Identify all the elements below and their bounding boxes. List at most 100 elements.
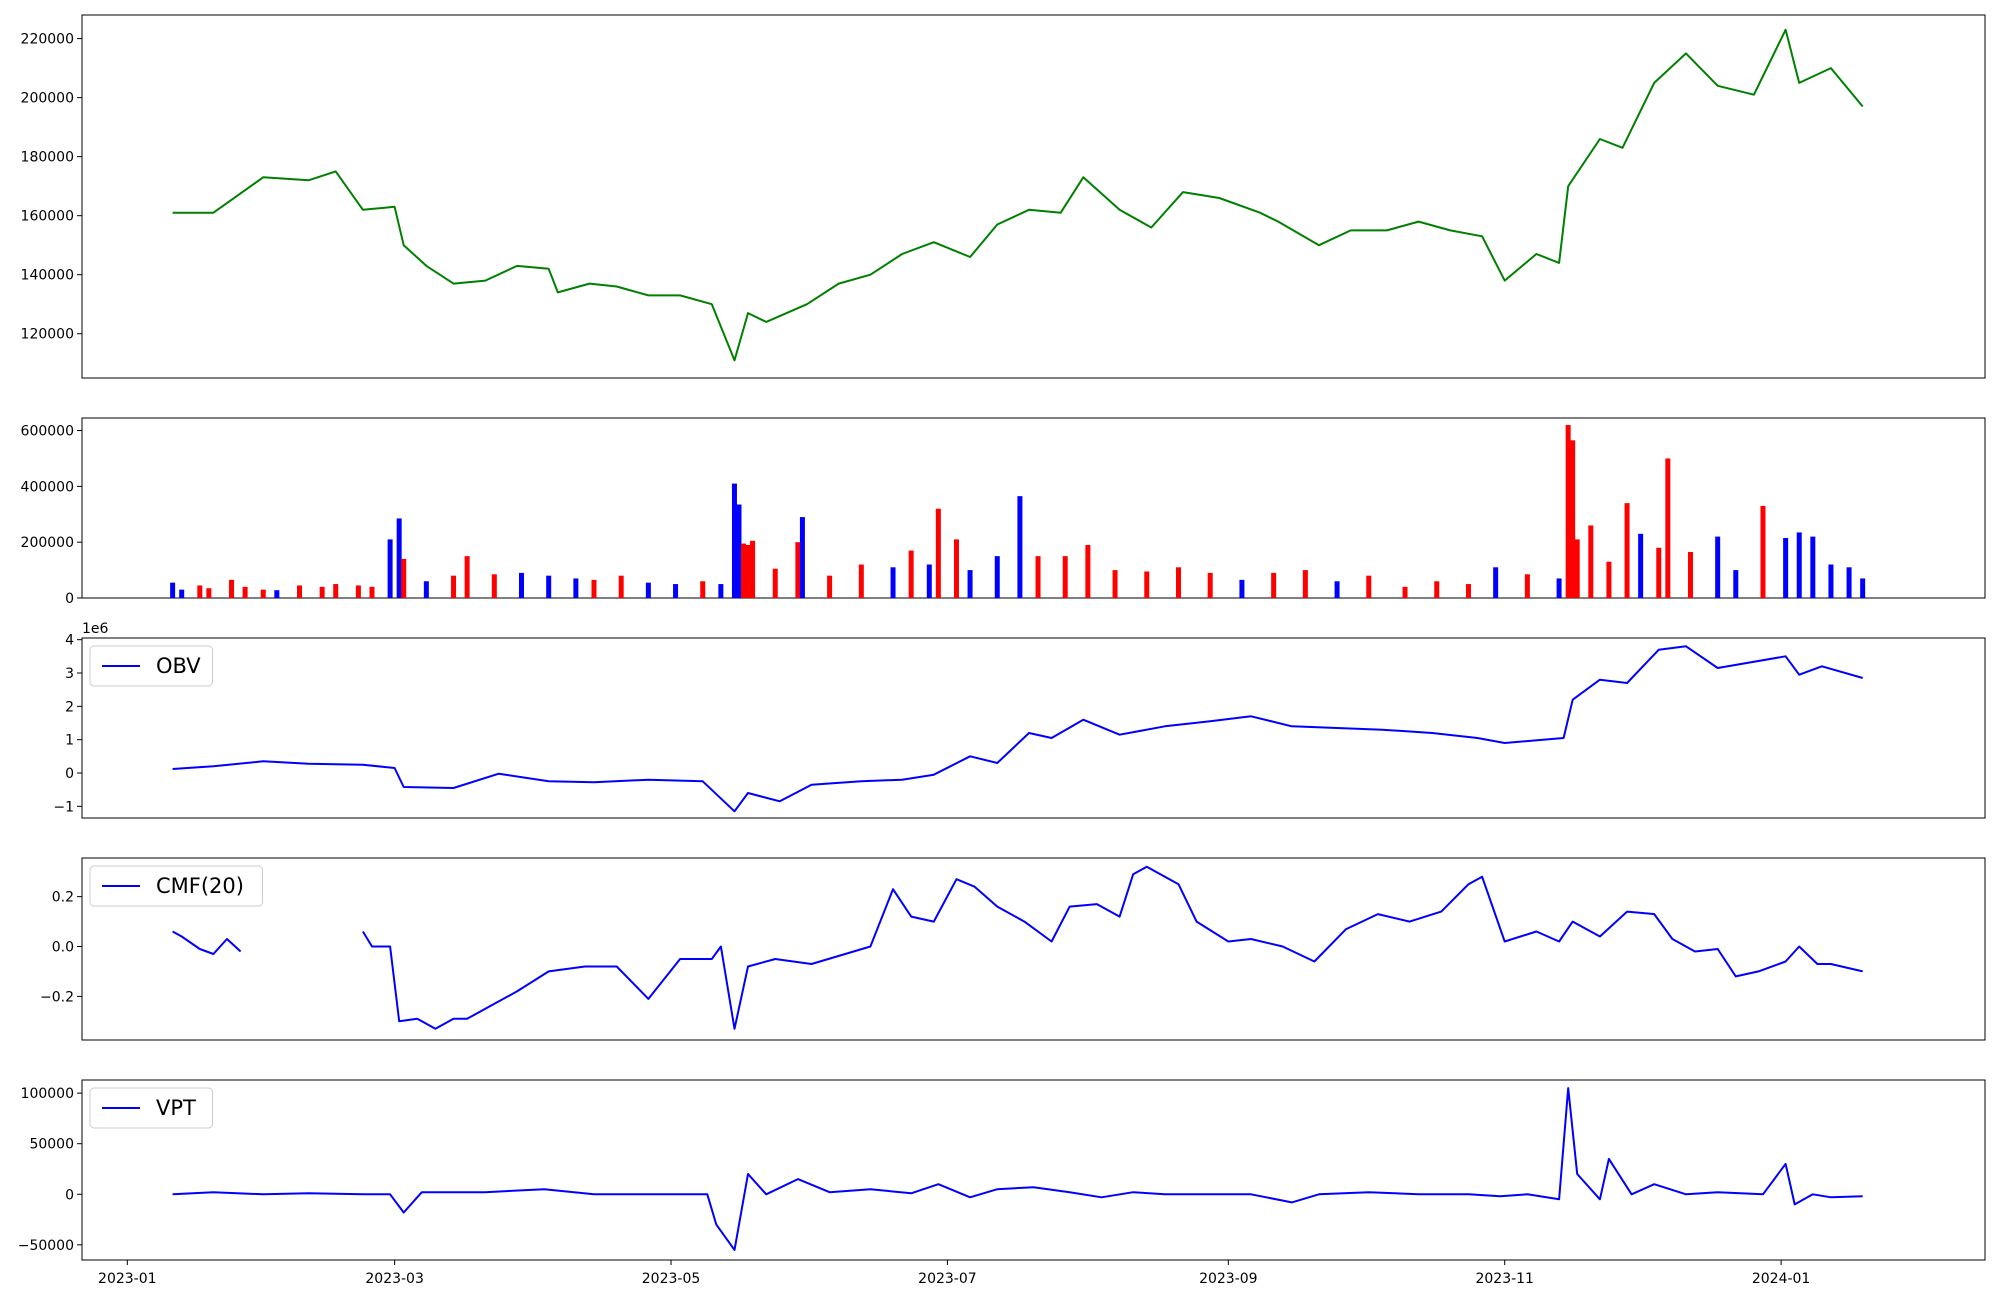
panel-price: 120000 140000 160000 180000 200000 220000 [21,14,1986,379]
volume-bar [229,579,235,598]
volume-bar [519,572,525,598]
volume-bar [296,585,302,598]
volume-bar [1783,538,1789,598]
volume-bar [718,584,724,598]
volume-bar [1271,572,1277,598]
volume-bar [573,578,579,598]
volume-bar [1565,424,1571,598]
volume-bar [464,556,470,598]
volume-bar [736,504,742,598]
y-tick-label: 0.2 [52,890,74,906]
x-tick-label: 2023-03 [365,1271,424,1287]
volume-bar [1334,581,1340,598]
volume-bar [1810,536,1816,598]
volume-bar [1570,440,1576,598]
volume-bar [1588,525,1594,598]
price-line [172,28,1864,362]
volume-bar [741,543,747,598]
y-tick-label: 200000 [21,91,74,107]
volume-bar [908,550,914,598]
volume-bar [1302,570,1308,598]
axes-frame [81,637,1986,819]
x-tick-label: 2023-07 [918,1271,977,1287]
x-tick-label: 2023-01 [98,1271,157,1287]
legend: CMF(20) [89,865,263,907]
y-offset-label: 1e6 [82,621,109,637]
y-tick-label: −0.2 [40,989,74,1005]
volume-bar [1207,572,1213,598]
volume-bar [1112,570,1118,598]
volume-bar [827,575,833,598]
cmf-line [362,865,1863,1030]
volume-bar [745,544,751,598]
axes-frame [81,857,1986,1041]
volume-bar [1796,532,1802,598]
volume-bar [451,575,457,598]
legend-label: OBV [156,654,201,678]
volume-bar [1017,496,1023,598]
volume-bar [1085,544,1091,598]
volume-bar [795,542,801,598]
volume-bar [1687,551,1693,598]
obv-line [172,645,1863,813]
volume-bar [1366,575,1372,598]
volume-bar [926,564,932,598]
volume-bar [1638,533,1644,598]
volume-bar [1828,564,1834,598]
y-tick-label: 0 [65,766,74,782]
x-tick-label: 2024-01 [1752,1271,1811,1287]
y-tick-label: 220000 [21,32,74,48]
x-tick-label: 2023-05 [642,1271,701,1287]
volume-bar [618,575,624,598]
volume-bar [1574,539,1580,598]
y-tick-label: −1 [53,799,74,815]
volume-bar [1860,578,1866,598]
volume-bar [591,579,597,598]
volume-bar [387,539,393,598]
volume-bar [170,582,176,598]
y-tick-label: 160000 [21,209,74,225]
y-tick-label: 140000 [21,268,74,284]
y-tick-label: −50000 [18,1238,74,1254]
vpt-line [172,1087,1863,1251]
volume-bar [401,558,407,598]
volume-bar [750,540,756,598]
volume-bar [355,585,361,598]
y-tick-label: 400000 [21,479,74,495]
y-tick-label: 120000 [21,327,74,343]
volume-bar [179,589,185,598]
legend-box [89,1087,213,1129]
y-tick-label: 2 [65,699,74,715]
volume-bar [772,568,778,598]
volume-bar [1434,581,1440,598]
legend-label: VPT [156,1096,196,1120]
volume-bar [242,586,248,598]
volume-bar [1524,574,1530,598]
volume-bar [319,586,325,598]
legend-box [89,865,263,907]
volume-bar [890,567,896,598]
y-tick-label: 0 [65,1187,74,1203]
volume-bar [645,582,651,598]
volume-bar [491,574,497,598]
volume-bar [274,590,280,598]
volume-bar [1402,586,1408,598]
axes-frame [81,1079,1986,1261]
volume-bar [197,585,203,598]
volume-bar [1062,556,1068,598]
volume-bar [423,581,429,598]
volume-bar [1733,570,1739,598]
legend: OBV [89,645,213,687]
panel-cmf: −0.2 0.0 0.2 CMF(20) [40,857,1986,1041]
volume-bar [369,586,375,598]
axes-frame [81,417,1986,599]
volume-bar [1760,505,1766,598]
volume-bar [1656,547,1662,598]
volume-bar [206,588,212,598]
y-tick-label: 200000 [21,535,74,551]
volume-bar [700,581,706,598]
volume-bar [1665,458,1671,598]
volume-bar [1175,567,1181,598]
y-tick-label: 600000 [21,424,74,440]
y-tick-label: 0 [65,591,74,607]
